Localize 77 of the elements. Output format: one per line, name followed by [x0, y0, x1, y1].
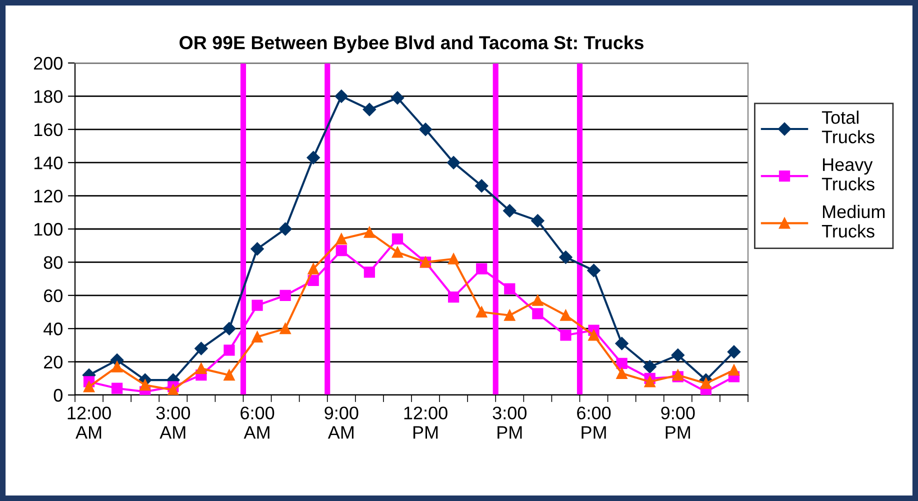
point	[503, 204, 516, 218]
point	[278, 222, 292, 236]
point	[644, 376, 656, 388]
point	[587, 264, 600, 278]
x-tick-label: 3:00 PM	[492, 406, 527, 439]
point	[532, 294, 544, 306]
y-tick-label: 200	[34, 56, 62, 70]
point	[280, 290, 291, 301]
point	[560, 310, 572, 321]
y-tick-label: 140	[34, 156, 62, 170]
point	[362, 102, 376, 116]
legend-label: Heavy Trucks	[822, 158, 874, 190]
point	[448, 292, 460, 303]
point	[418, 122, 432, 136]
x-tick-label: 9:00 PM	[661, 406, 695, 439]
point	[336, 245, 347, 256]
point	[280, 323, 291, 334]
point	[194, 342, 208, 356]
point	[336, 233, 347, 245]
point	[112, 361, 123, 372]
point	[364, 266, 375, 278]
y-tick-label: 0	[54, 388, 62, 402]
point	[252, 331, 263, 342]
point	[392, 233, 404, 245]
point	[559, 250, 572, 264]
y-tick-label: 20	[44, 356, 62, 369]
point	[222, 322, 236, 336]
y-tick-label: 160	[34, 123, 62, 136]
point	[475, 179, 488, 192]
legend-label: Total Trucks	[822, 110, 874, 144]
y-tick-label: 40	[44, 322, 62, 336]
x-tick-label: 3:00 AM	[156, 406, 190, 439]
point	[504, 283, 516, 294]
y-tick-label: 80	[44, 256, 62, 269]
point	[446, 156, 460, 170]
x-tick-label: 9:00 AM	[324, 406, 358, 439]
x-tick-label: 12:00 PM	[404, 406, 448, 439]
chart-title: OR 99E Between Bybee Blvd and Tacoma St: Trucks	[180, 36, 644, 53]
y-tick-label: 60	[44, 289, 62, 302]
point	[140, 379, 151, 391]
point	[392, 246, 404, 258]
point	[112, 382, 123, 394]
y-tick-label: 120	[34, 190, 62, 203]
point	[728, 364, 740, 376]
point	[643, 360, 656, 374]
x-tick-label: 6:00 AM	[240, 406, 274, 439]
point	[334, 90, 348, 103]
point	[250, 242, 264, 256]
point	[196, 362, 207, 374]
point	[615, 336, 628, 350]
x-tick-label: 12:00 AM	[68, 406, 111, 439]
point	[364, 226, 375, 238]
point	[588, 330, 600, 341]
point	[476, 306, 488, 318]
point	[531, 214, 544, 228]
point	[306, 151, 320, 164]
point	[224, 370, 235, 381]
point	[308, 263, 319, 274]
point	[671, 348, 684, 362]
point	[448, 253, 460, 264]
point	[616, 358, 628, 370]
point	[83, 381, 95, 392]
point	[224, 344, 235, 356]
x-tick-label: 6:00 PM	[577, 406, 611, 439]
point	[532, 308, 544, 320]
point	[700, 378, 712, 389]
y-tick-label: 180	[34, 90, 62, 103]
point	[252, 300, 263, 311]
point	[560, 330, 572, 341]
point	[616, 368, 628, 379]
point	[390, 91, 404, 104]
y-tick-label: 100	[34, 222, 62, 236]
point	[727, 345, 741, 358]
point	[476, 263, 488, 274]
point	[504, 310, 516, 321]
legend-label: Medium Trucks	[822, 204, 885, 238]
point	[168, 384, 179, 395]
